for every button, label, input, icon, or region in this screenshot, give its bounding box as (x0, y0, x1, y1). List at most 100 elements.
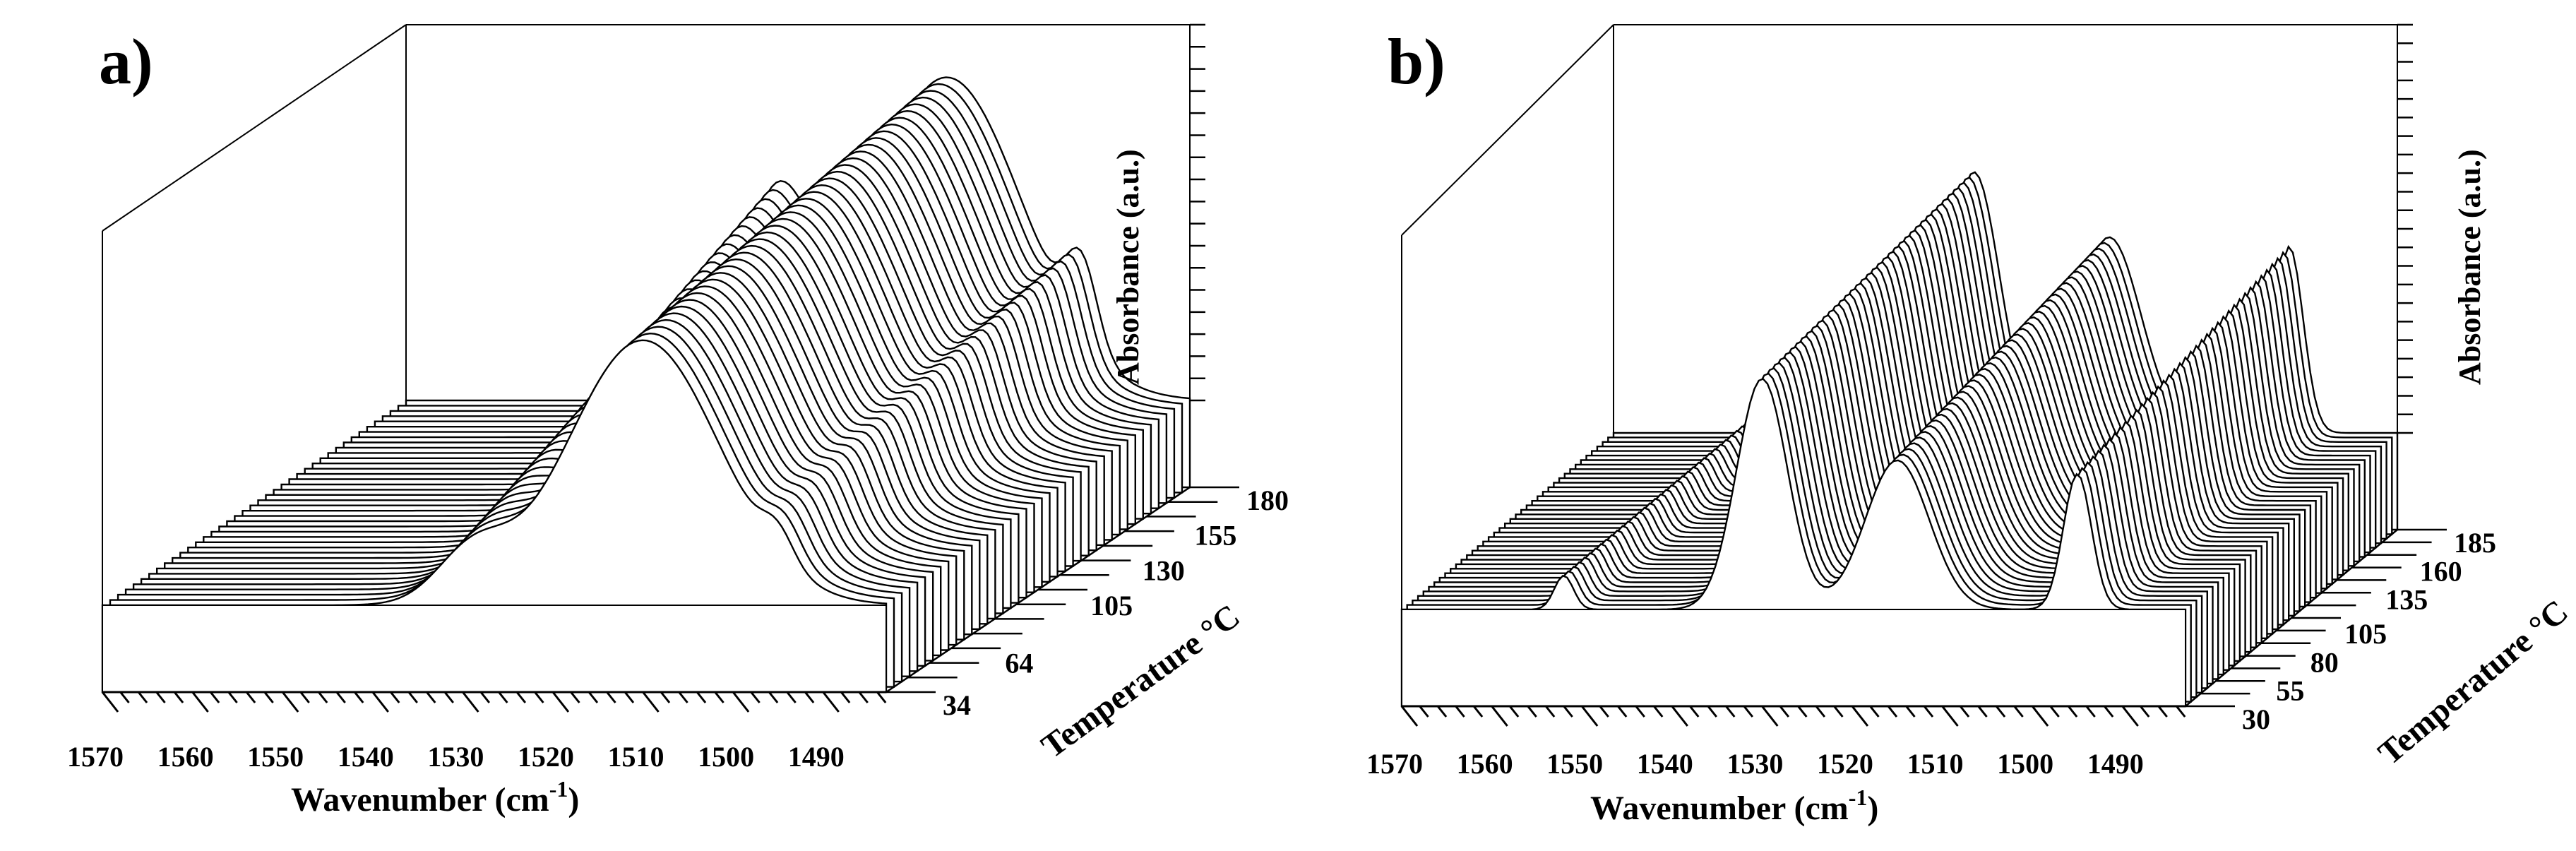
x-tick-minor (606, 691, 616, 703)
x-tick-label: 1500 (698, 741, 754, 773)
x-tick-minor (1617, 706, 1628, 718)
axes-box-a (102, 24, 1191, 605)
panel-label-b: b) (1388, 25, 1445, 97)
x-tick-minor (1508, 706, 1520, 718)
x-tick-minor (858, 691, 869, 703)
x-tick-label: 1540 (338, 741, 394, 773)
x-tick-minor (678, 691, 688, 703)
x-tick-minor (750, 691, 761, 703)
x-tick-minor (804, 691, 815, 703)
x-tick-minor (660, 691, 671, 703)
x-axis-ticks-a: 1570 1560 1550 1540 1530 1520 1510 1500 1490 (67, 691, 887, 773)
temperature-tick-label: 135 (2385, 584, 2428, 616)
x-tick-minor (840, 691, 851, 703)
x-tick-minor (390, 691, 400, 703)
x-tick-minor (426, 691, 436, 703)
x-tick-label: 1570 (67, 741, 124, 773)
x-tick-minor (696, 691, 707, 703)
x-tick-minor (570, 691, 580, 703)
box-edge (1401, 24, 1614, 236)
x-tick-label: 1540 (1637, 748, 1693, 780)
panel-a: a) 1570 1560 1550 1540 1530 1520 1510 1500 1490 … (67, 23, 1289, 819)
x-tick-label: 1520 (518, 741, 574, 773)
x-tick-minor (137, 691, 148, 703)
front-face-a (102, 605, 887, 693)
x-tick-minor (299, 691, 310, 703)
temperature-tick-label: 30 (2242, 703, 2270, 735)
x-axis-title-b: Wavenumber (cm-1) (1590, 785, 1878, 827)
x-axis-title-a: Wavenumber (cm-1) (291, 776, 579, 819)
x-tick-minor (534, 691, 544, 703)
temperature-tick-label: 55 (2276, 675, 2304, 707)
panel-b: b) 1570 1560 1550 1540 1530 1520 1510 1500 1490 … (1366, 23, 2575, 827)
x-tick-minor (335, 691, 346, 703)
x-tick-minor (407, 691, 418, 703)
x-tick-minor (1959, 706, 1970, 718)
x-tick-label: 1520 (1817, 748, 1873, 780)
panel-label-a: a) (99, 25, 153, 97)
x-tick-major (462, 691, 479, 713)
spectra-group-b (1400, 171, 2399, 708)
x-tick-major (1400, 706, 1419, 727)
x-tick-minor (479, 691, 491, 703)
x-tick-label: 1500 (1997, 748, 2053, 780)
temperature-tick-label: 130 (1143, 554, 1185, 586)
x-tick-major (2031, 706, 2049, 727)
x-tick-major (1851, 706, 1869, 727)
x-tick-minor (1455, 706, 1465, 718)
x-tick-minor (1689, 706, 1700, 718)
x-tick-minor (515, 691, 527, 703)
x-tick-minor (1472, 706, 1484, 718)
temperature-tick-label: 64 (1005, 647, 1033, 679)
spectra-group-a (101, 76, 1191, 694)
x-tick-minor (227, 691, 238, 703)
temperature-ticks-a: 34 64 105 130 155 180 (886, 484, 1289, 721)
front-face-panel (1401, 609, 2186, 707)
x-tick-minor (1743, 706, 1753, 718)
x-tick-label: 1510 (608, 741, 664, 773)
x-tick-label: 1550 (1546, 748, 1603, 780)
x-tick-minor (876, 691, 887, 703)
x-tick-label: 1560 (157, 741, 214, 773)
x-tick-minor (1995, 706, 2006, 718)
y-axis-title-a: Absorbance (a.u.) (1111, 149, 1145, 385)
x-tick-minor (1815, 706, 1826, 718)
x-tick-minor (1707, 706, 1717, 718)
temperature-tick-label: 155 (1194, 520, 1236, 552)
x-tick-minor (1635, 706, 1645, 718)
x-tick-label: 1560 (1457, 748, 1513, 780)
x-tick-major (1941, 706, 1959, 727)
x-tick-minor (2049, 706, 2060, 718)
x-tick-minor (624, 691, 635, 703)
x-tick-label: 1510 (1907, 748, 1964, 780)
x-tick-minor (2140, 706, 2150, 718)
x-tick-minor (2104, 706, 2114, 718)
x-tick-minor (1563, 706, 1573, 718)
x-tick-minor (2157, 706, 2168, 718)
x-tick-label: 1490 (788, 741, 845, 773)
x-tick-minor (263, 691, 274, 703)
x-tick-major (642, 691, 660, 713)
x-tick-major (551, 691, 570, 713)
x-tick-minor (209, 691, 220, 703)
x-tick-major (2121, 706, 2139, 727)
x-tick-minor (1419, 706, 1429, 718)
x-tick-major (101, 691, 119, 713)
x-tick-major (371, 691, 389, 713)
x-tick-minor (1599, 706, 1609, 718)
x-tick-minor (173, 691, 184, 703)
x-tick-minor (354, 691, 364, 703)
x-axis-ticks-b: 1570 1560 1550 1540 1530 1520 1510 1500 1490 (1366, 705, 2186, 780)
x-tick-minor (1779, 706, 1790, 718)
x-tick-minor (119, 691, 130, 703)
x-tick-minor (1887, 706, 1898, 718)
x-tick-major (822, 691, 840, 713)
x-tick-minor (2176, 706, 2186, 718)
x-tick-minor (1977, 706, 1988, 718)
x-tick-minor (2013, 706, 2024, 718)
x-tick-major (1761, 706, 1779, 727)
temperature-tick-label: 80 (2310, 646, 2339, 678)
x-tick-label: 1530 (427, 741, 484, 773)
x-tick-label: 1570 (1366, 748, 1423, 780)
